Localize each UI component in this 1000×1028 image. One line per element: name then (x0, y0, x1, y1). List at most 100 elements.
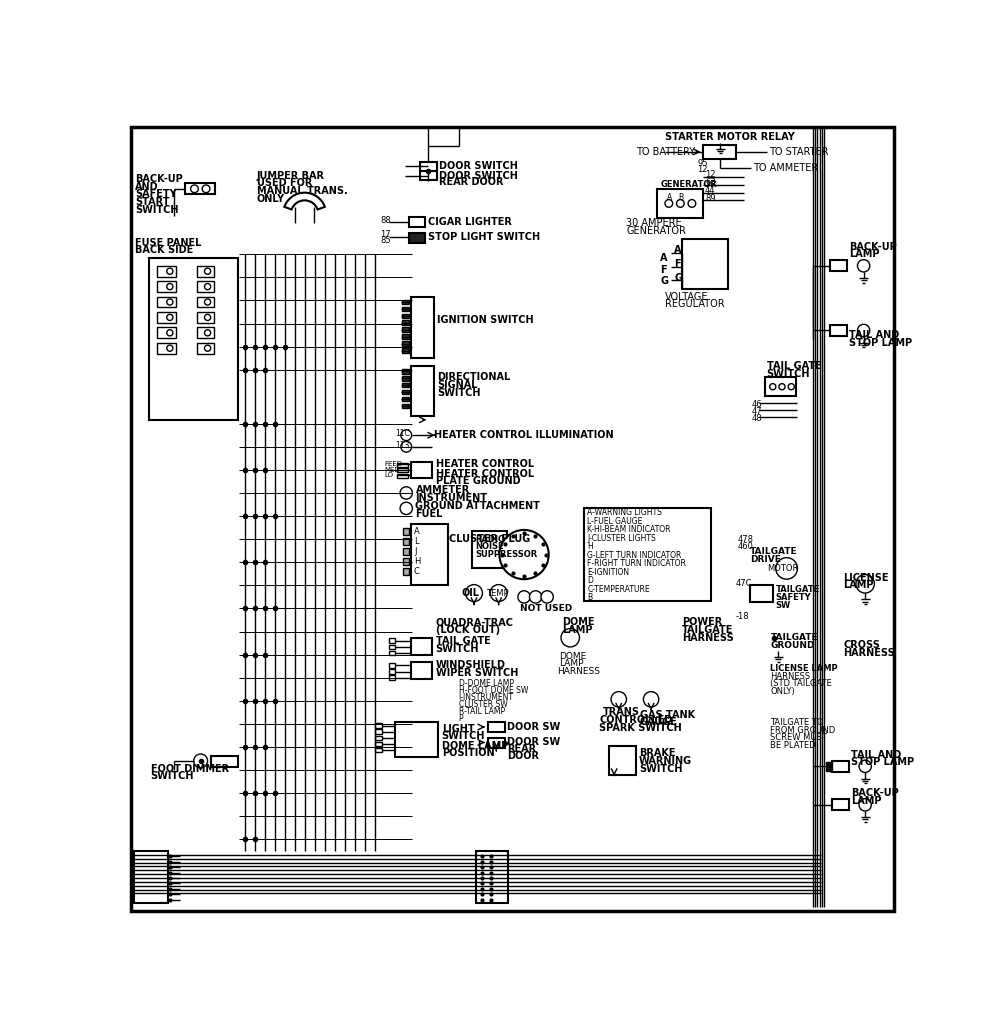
Text: TRANS: TRANS (603, 707, 640, 718)
Text: K-HI-BEAM INDICATOR: K-HI-BEAM INDICATOR (587, 525, 671, 535)
Bar (402, 404, 409, 408)
Text: RADIO: RADIO (476, 535, 506, 544)
Text: C: C (414, 567, 420, 576)
Text: SAFETY: SAFETY (135, 189, 177, 199)
Text: ONLY: ONLY (257, 194, 285, 204)
Bar (411, 662, 432, 680)
Bar (488, 723, 505, 732)
Bar (402, 334, 409, 339)
Text: HARNESS: HARNESS (682, 632, 734, 642)
Text: 30 AMPERE: 30 AMPERE (626, 219, 682, 228)
Text: REAR: REAR (507, 744, 536, 755)
Bar (472, 531, 507, 568)
Text: USED FOR: USED FOR (257, 179, 312, 188)
Circle shape (202, 185, 210, 192)
Text: ONLY): ONLY) (770, 687, 795, 696)
Text: START: START (135, 197, 170, 207)
Text: TAIL AND: TAIL AND (849, 330, 899, 340)
Text: A: A (674, 246, 682, 255)
Bar (826, 767, 832, 769)
Text: F: F (660, 264, 667, 274)
Bar (375, 729, 382, 734)
Text: 11C: 11C (395, 429, 410, 438)
Circle shape (776, 557, 797, 579)
Text: TEMP: TEMP (486, 589, 508, 597)
Bar (411, 297, 434, 358)
Circle shape (191, 185, 198, 192)
Text: LO: LO (384, 472, 393, 478)
Bar (389, 669, 395, 674)
Text: JUMPER BAR: JUMPER BAR (257, 171, 325, 181)
Bar (830, 325, 847, 336)
Text: B: B (678, 193, 683, 201)
Text: REGULATOR: REGULATOR (665, 298, 725, 308)
Bar (134, 851, 168, 904)
Text: HARNESS: HARNESS (557, 667, 600, 676)
Circle shape (167, 268, 173, 274)
Text: DOOR: DOOR (507, 751, 539, 762)
Bar (682, 238, 728, 289)
Bar (185, 183, 215, 194)
Text: LIGHT: LIGHT (442, 724, 474, 734)
Text: L: L (414, 537, 419, 546)
Text: HEATER CONTROL ILLUMINATION: HEATER CONTROL ILLUMINATION (434, 430, 614, 440)
Text: PLATE GROUND: PLATE GROUND (436, 476, 520, 485)
Text: BACK-UP: BACK-UP (851, 788, 899, 799)
Text: 47: 47 (751, 407, 762, 416)
Bar (197, 266, 214, 277)
Text: HARNESS: HARNESS (770, 671, 811, 681)
Text: CIGAR LIGHTER: CIGAR LIGHTER (428, 217, 512, 227)
Text: SWITCH: SWITCH (767, 369, 810, 378)
Circle shape (167, 330, 173, 336)
Circle shape (194, 754, 208, 768)
Circle shape (204, 284, 211, 290)
Text: VOLTAGE: VOLTAGE (665, 292, 708, 301)
Bar (703, 145, 736, 158)
Bar (402, 348, 409, 353)
Text: TAIL GATE: TAIL GATE (767, 361, 821, 371)
Text: SWITCH: SWITCH (442, 731, 485, 741)
Text: WARNING: WARNING (639, 756, 692, 766)
Bar (197, 327, 214, 338)
Text: TO BATTERY: TO BATTERY (636, 147, 695, 157)
Text: POWER: POWER (682, 618, 722, 627)
Text: NOISE: NOISE (476, 543, 504, 551)
Bar (375, 735, 382, 740)
Circle shape (859, 799, 871, 811)
Text: TAIL AND: TAIL AND (851, 749, 902, 760)
Bar (402, 341, 409, 345)
Bar (476, 851, 508, 904)
Circle shape (611, 692, 626, 707)
Text: 88: 88 (380, 216, 391, 225)
Bar (389, 638, 395, 644)
Text: J-CLUSTER LIGHTS: J-CLUSTER LIGHTS (587, 534, 656, 543)
Circle shape (167, 299, 173, 305)
Bar (389, 645, 395, 650)
Bar (157, 342, 176, 354)
Text: DOOR SW: DOOR SW (507, 737, 560, 747)
Text: 44: 44 (705, 186, 716, 195)
Text: P: P (459, 714, 463, 723)
Text: 478: 478 (737, 535, 753, 544)
Circle shape (770, 383, 776, 390)
Text: E-IGNITION: E-IGNITION (587, 567, 629, 577)
Circle shape (401, 430, 412, 441)
Circle shape (541, 591, 553, 603)
Bar (397, 474, 408, 478)
Bar (826, 769, 832, 771)
Text: REAR DOOR: REAR DOOR (439, 177, 504, 187)
Circle shape (204, 330, 211, 336)
Bar (488, 738, 505, 747)
Text: TO STARTER: TO STARTER (769, 147, 828, 157)
Text: TAILGATE: TAILGATE (750, 547, 797, 556)
Text: CROSS: CROSS (844, 640, 880, 651)
Text: BACK-UP: BACK-UP (849, 242, 897, 252)
Bar (197, 282, 214, 292)
Text: BE PLATED: BE PLATED (770, 741, 816, 750)
Text: F: F (674, 259, 681, 269)
Text: TAILGATE: TAILGATE (682, 625, 733, 635)
Bar (832, 761, 849, 772)
Bar (403, 548, 409, 554)
Bar (750, 585, 773, 602)
Bar (402, 369, 409, 373)
